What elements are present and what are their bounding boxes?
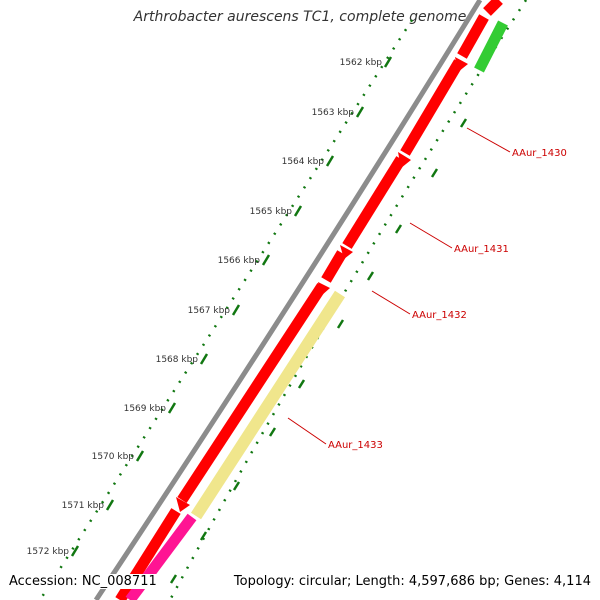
genome-backbone xyxy=(93,0,483,600)
gene-leader-line xyxy=(466,127,511,153)
tick-group: 1562 kbp 1563 kbp 1564 kbp 1565 kbp 1566 kbp… xyxy=(27,56,393,557)
cds-arrowhead xyxy=(455,57,468,72)
tick-label: 1568 kbp xyxy=(156,355,199,365)
cds-arrowhead xyxy=(176,497,190,512)
tick-label: 1565 kbp xyxy=(250,207,293,217)
cds-arrowhead xyxy=(318,282,330,296)
tick-mark xyxy=(231,304,241,316)
tick-label: 1562 kbp xyxy=(340,58,383,68)
tick-label: 1571 kbp xyxy=(62,501,105,511)
genome-summary: Topology: circular; Length: 4,597,686 bp… xyxy=(230,574,594,589)
gene-label: AAur_1431 xyxy=(454,244,509,255)
gene-label: AAur_1433 xyxy=(328,440,383,451)
cds-arrow xyxy=(177,282,327,504)
tick-label: 1567 kbp xyxy=(188,306,231,316)
tick-mark xyxy=(383,56,393,68)
cds-arrow xyxy=(483,0,503,16)
cds-arrow xyxy=(400,59,464,156)
tick-mark xyxy=(199,353,209,365)
tick-mark xyxy=(167,402,177,414)
tick-mark xyxy=(325,155,335,167)
tick-label: 1569 kbp xyxy=(124,404,167,414)
gene-label: AAur_1430 xyxy=(512,148,567,159)
tick-mark xyxy=(261,254,271,266)
cds-arrow xyxy=(457,14,489,59)
gene-label-group: AAur_1430 AAur_1431 AAur_1432 AAur_1433 xyxy=(287,127,567,451)
gene-leader-line xyxy=(287,417,327,445)
cds-arrowhead xyxy=(340,245,353,259)
tick-mark xyxy=(70,545,80,557)
tick-label: 1564 kbp xyxy=(282,157,325,167)
accession-label: Accession: NC_008711 xyxy=(6,574,160,589)
inner-ruler xyxy=(168,0,528,600)
tick-label: 1563 kbp xyxy=(312,108,355,118)
yellow-feature xyxy=(190,290,346,520)
gene-leader-line xyxy=(371,290,411,315)
cds-arrow xyxy=(321,250,347,283)
tick-mark xyxy=(293,205,303,217)
tick-mark xyxy=(135,450,145,462)
green-feature xyxy=(474,20,508,73)
cds-arrow xyxy=(342,156,406,249)
gene-leader-line xyxy=(409,222,453,249)
map-title: Arthrobacter aurescens TC1, complete gen… xyxy=(133,9,467,25)
tick-label: 1566 kbp xyxy=(218,256,261,266)
gene-label: AAur_1432 xyxy=(412,310,467,321)
tick-label: 1570 kbp xyxy=(92,452,135,462)
inner-ruler-dashes xyxy=(169,118,468,584)
tick-mark xyxy=(355,106,365,118)
forward-cds-track xyxy=(115,0,503,600)
tick-label: 1572 kbp xyxy=(27,547,70,557)
cds-arrowhead xyxy=(398,152,411,168)
tick-mark xyxy=(105,499,115,511)
